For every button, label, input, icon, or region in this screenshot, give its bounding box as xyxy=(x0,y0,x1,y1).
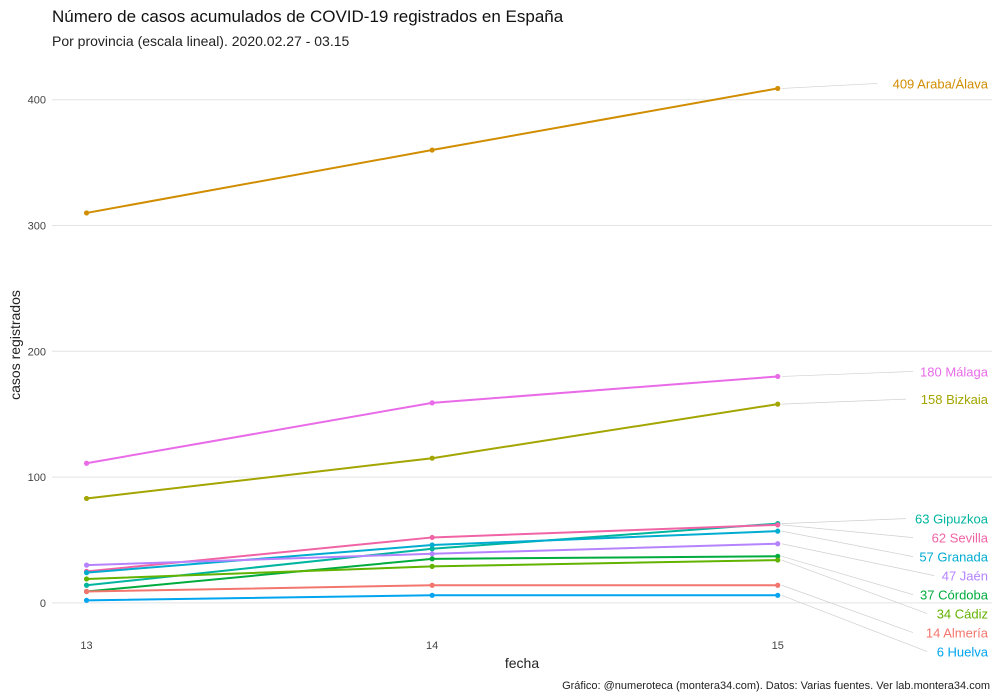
data-point xyxy=(429,563,435,569)
data-point xyxy=(83,582,90,588)
series-end-label: 62 Sevilla xyxy=(932,531,989,546)
series-end-label: 34 Cádiz xyxy=(937,607,988,622)
data-point xyxy=(775,85,781,92)
data-point xyxy=(775,373,781,380)
data-point xyxy=(775,522,781,528)
data-point xyxy=(429,551,435,557)
end-labels: 409 Araba/Álava 180 Málaga 158 Bizkaia 63 G… xyxy=(893,76,989,659)
data-point xyxy=(775,592,781,598)
series-6 xyxy=(83,541,781,568)
label-leader xyxy=(781,530,914,557)
data-point xyxy=(83,495,90,502)
series-end-label: 180 Málaga xyxy=(920,364,989,379)
x-tick-label: 14 xyxy=(426,640,438,652)
chart-caption: Gráfico: @numeroteca (montera34.com). Da… xyxy=(562,680,990,692)
series-2 xyxy=(83,401,781,502)
label-leader xyxy=(781,83,878,89)
data-point xyxy=(83,588,90,595)
data-point xyxy=(429,546,435,552)
series-lines xyxy=(83,85,781,603)
series-end-label: 63 Gipuzkoa xyxy=(915,512,989,527)
series-line xyxy=(86,559,778,580)
series-end-label: 14 Almería xyxy=(926,626,989,641)
series-end-label: 158 Bizkaia xyxy=(921,392,989,407)
label-leader xyxy=(781,594,928,652)
label-leader xyxy=(781,584,914,633)
data-point xyxy=(429,147,435,153)
y-tick-label: 200 xyxy=(28,346,46,358)
y-tick-label: 300 xyxy=(28,221,46,233)
data-point xyxy=(429,400,435,406)
x-axis-label: fecha xyxy=(505,655,539,671)
data-point xyxy=(83,460,90,466)
x-tick-label: 13 xyxy=(80,640,92,652)
series-8 xyxy=(83,557,781,582)
data-point xyxy=(429,592,435,598)
chart-title: Número de casos acumulados de COVID-19 r… xyxy=(52,7,564,26)
label-leader xyxy=(781,518,906,524)
y-axis-ticks: 0 100 200 300 400 xyxy=(28,95,46,610)
data-point xyxy=(429,556,435,562)
data-point xyxy=(775,557,781,563)
data-point xyxy=(83,570,90,576)
data-point xyxy=(775,541,781,547)
label-leaders xyxy=(781,83,935,652)
data-point xyxy=(83,597,90,603)
series-0 xyxy=(83,85,781,216)
data-point xyxy=(429,582,435,588)
y-tick-label: 0 xyxy=(40,598,46,610)
series-end-label: 37 Córdoba xyxy=(920,588,989,603)
series-end-label: 47 Jaén xyxy=(942,569,988,584)
series-1 xyxy=(83,373,781,466)
data-point xyxy=(429,455,435,461)
label-leader xyxy=(781,398,906,405)
series-end-label: 6 Huelva xyxy=(937,645,989,660)
data-point xyxy=(429,542,435,548)
series-5 xyxy=(83,528,781,576)
y-axis-label: casos registrados xyxy=(7,290,23,400)
data-point xyxy=(83,576,90,582)
data-point xyxy=(775,528,781,534)
data-point xyxy=(83,210,90,216)
grid xyxy=(52,99,992,604)
label-leader xyxy=(781,543,935,576)
y-tick-label: 400 xyxy=(28,95,46,107)
data-point xyxy=(775,401,781,407)
chart-subtitle: Por provincia (escala lineal). 2020.02.2… xyxy=(52,33,350,49)
label-leader xyxy=(781,559,928,614)
y-tick-label: 100 xyxy=(28,472,46,484)
x-tick-label: 15 xyxy=(772,640,784,652)
series-end-label: 57 Granada xyxy=(919,550,988,565)
data-point xyxy=(775,553,781,559)
data-point xyxy=(429,534,435,541)
label-leader xyxy=(781,524,914,538)
series-9 xyxy=(83,582,781,595)
x-axis-ticks: 13 14 15 xyxy=(80,640,783,652)
data-point xyxy=(83,562,90,568)
label-leader xyxy=(781,555,914,595)
data-point xyxy=(775,582,781,588)
series-10 xyxy=(83,592,781,603)
series-end-label: 409 Araba/Álava xyxy=(893,76,989,91)
series-line xyxy=(86,403,778,500)
label-leader xyxy=(781,371,914,377)
